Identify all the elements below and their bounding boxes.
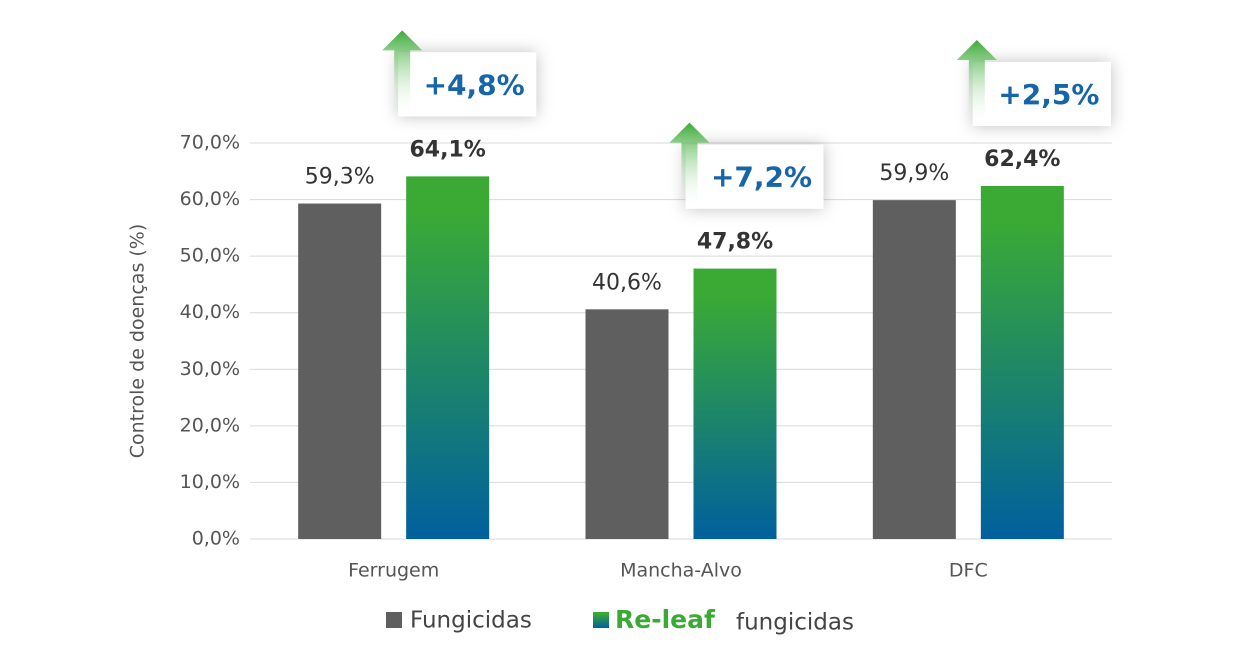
bar (406, 176, 490, 539)
y-tick-label: 60,0% (180, 188, 240, 210)
bar (585, 309, 669, 539)
x-tick-label: Ferrugem (348, 560, 439, 582)
y-tick-label: 50,0% (180, 245, 240, 267)
bar (298, 203, 382, 539)
legend-brand: Re-leaf (615, 605, 716, 634)
annotation: +2,5% (998, 78, 1099, 111)
annotation-box (972, 61, 1111, 126)
annotation-arrow (382, 30, 423, 117)
value-label: 62,4% (984, 147, 1060, 172)
value-label: 40,6% (592, 270, 662, 295)
y-axis-label: Controle de doenças (%) (127, 224, 149, 459)
annotation-arrow (956, 39, 997, 126)
value-label: 59,3% (305, 165, 375, 190)
annotation-arrow (669, 122, 710, 209)
legend-label: fungicidas (736, 610, 854, 636)
annotation-box (398, 52, 537, 117)
legend-label: Fungicidas (410, 608, 532, 634)
legend-swatch (593, 612, 609, 628)
y-tick-label: 40,0% (180, 301, 240, 323)
annotation-box (685, 144, 824, 209)
value-label: 47,8% (697, 230, 773, 255)
x-tick-label: DFC (949, 560, 988, 582)
value-label: 59,9% (879, 161, 949, 186)
bar (980, 185, 1064, 539)
bar (693, 268, 777, 539)
y-tick-label: 10,0% (180, 471, 240, 493)
x-tick-label: Mancha-Alvo (620, 560, 742, 582)
y-tick-label: 70,0% (180, 132, 240, 154)
annotation: +4,8% (424, 68, 525, 101)
y-tick-label: 30,0% (180, 358, 240, 380)
annotation: +7,2% (711, 161, 812, 194)
legend-swatch (386, 612, 402, 628)
y-tick-label: 20,0% (180, 414, 240, 436)
y-tick-label: 0,0% (192, 528, 240, 550)
bar (872, 200, 956, 539)
value-label: 64,1% (410, 137, 486, 162)
